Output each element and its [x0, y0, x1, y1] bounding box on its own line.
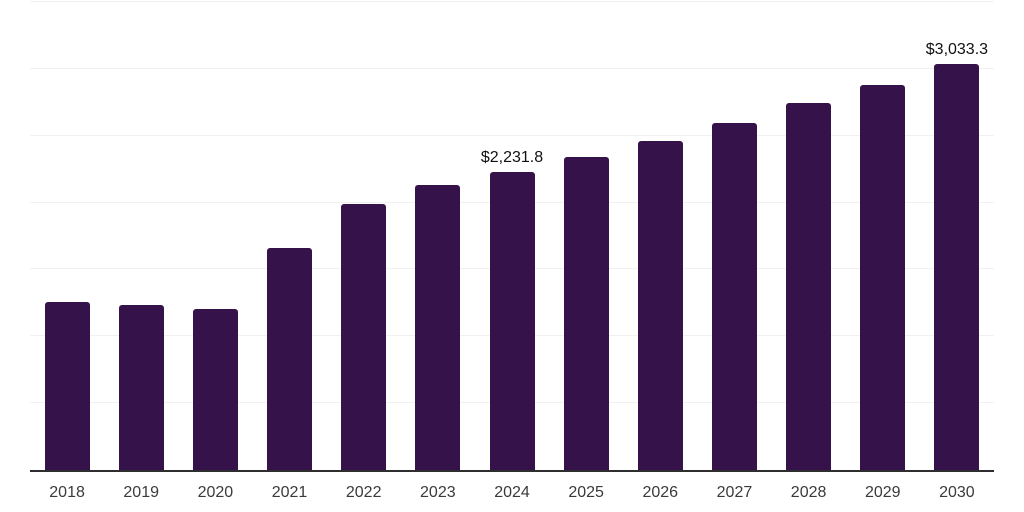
x-tick-2021: 2021 [271, 484, 308, 501]
bar-2018 [44, 301, 90, 470]
bar-2029 [860, 84, 906, 470]
x-tick-2019: 2019 [123, 484, 159, 501]
x-tick-2024: 2024 [494, 484, 530, 501]
bars: $2,231.8 $3,033.3 [30, 0, 994, 470]
plot-area: $2,231.8 $3,033.3 [30, 0, 994, 472]
bar-2028 [786, 103, 832, 470]
x-tick-2023: 2023 [420, 484, 456, 501]
x-tick-2029: 2029 [864, 484, 901, 501]
x-tick-2020: 2020 [197, 484, 234, 501]
gridline-2500 [30, 134, 994, 136]
x-tick-2022: 2022 [345, 484, 382, 501]
x-tick-2026: 2026 [642, 484, 679, 501]
bar-2021 [267, 248, 313, 470]
x-tick-2030: 2030 [939, 484, 975, 501]
data-label-2030: $3,033.3 [925, 41, 989, 59]
x-tick-2025: 2025 [568, 484, 604, 501]
bar-2019 [118, 305, 164, 470]
gridline-3000 [30, 67, 994, 69]
bar-2026 [637, 140, 683, 470]
bar-2024 [489, 171, 535, 470]
gridline-3500 [30, 1, 994, 2]
bar-2020 [192, 309, 238, 470]
bar-2030 [934, 64, 980, 470]
bar-2025 [563, 156, 609, 470]
bar-2027 [711, 122, 757, 470]
data-label-2024: $2,231.8 [480, 148, 544, 166]
x-tick-2018: 2018 [49, 484, 85, 501]
x-tick-2028: 2028 [790, 484, 827, 501]
bar-2023 [415, 185, 461, 470]
x-tick-2027: 2027 [716, 484, 753, 501]
x-axis-labels: 2018 2019 2020 2021 2022 2023 2024 2025 2026 2027… [30, 477, 994, 509]
bar-2022 [341, 204, 387, 470]
